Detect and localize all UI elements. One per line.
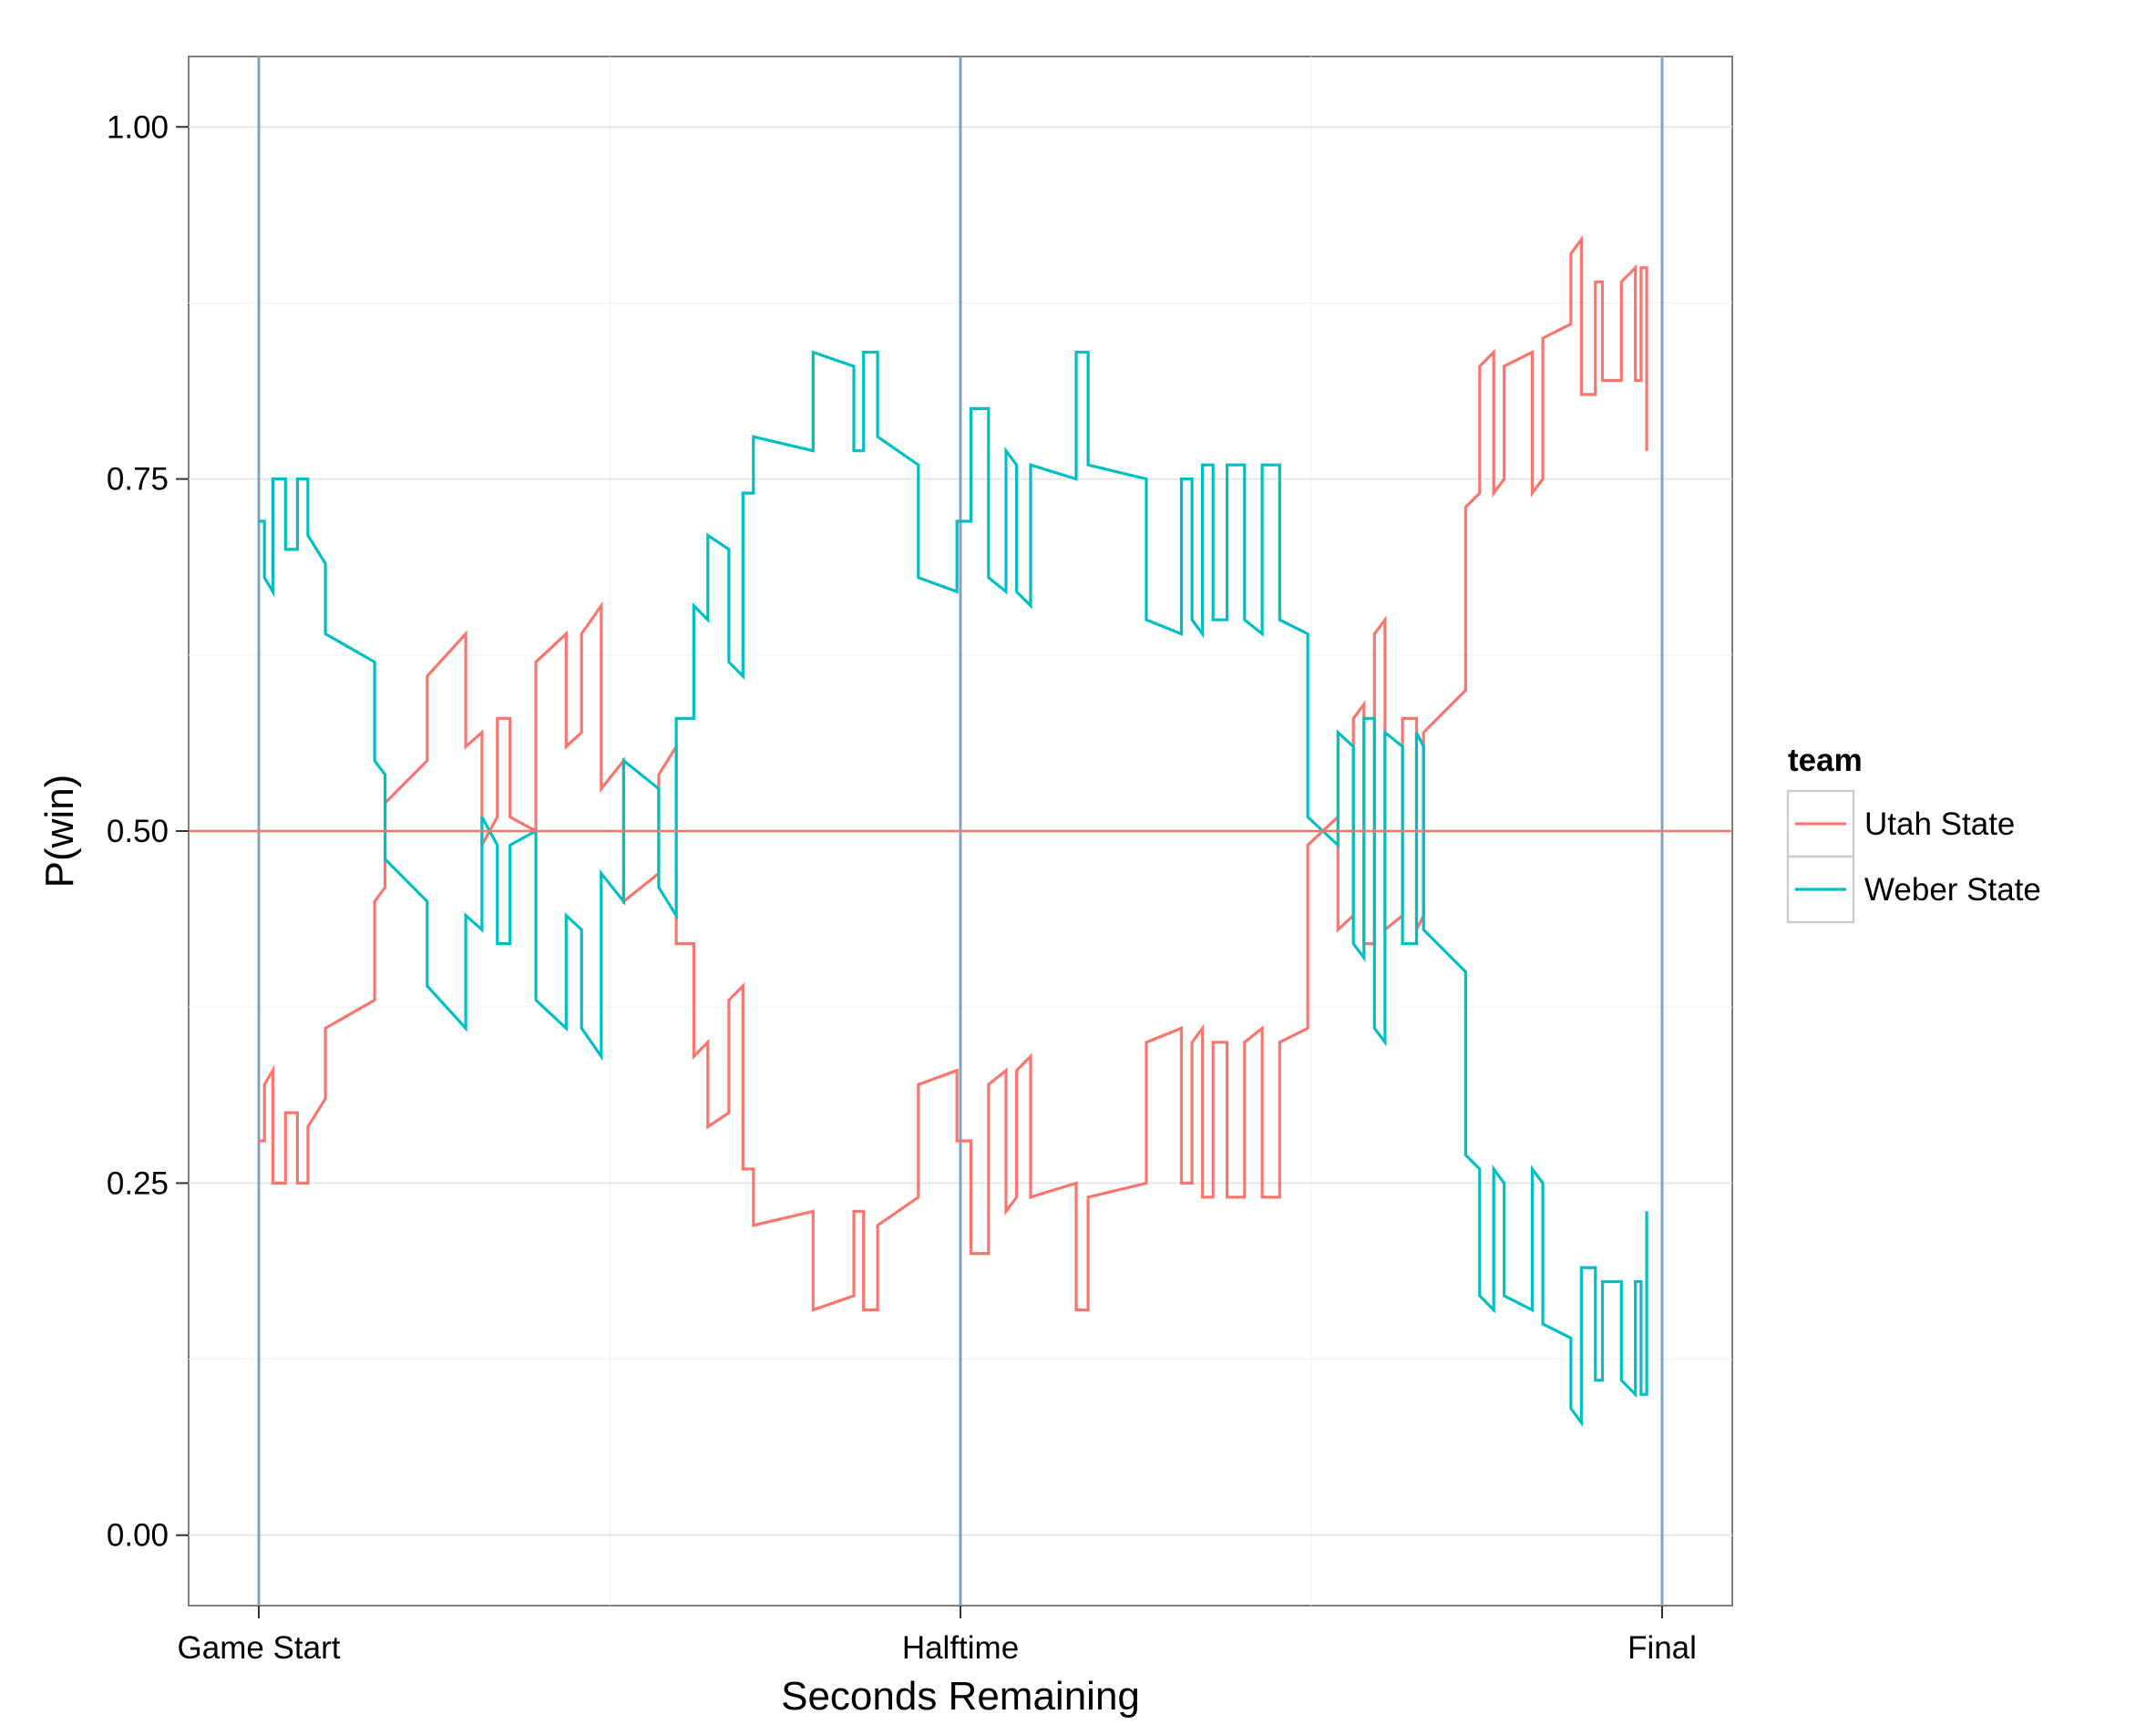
series-line-utah-state — [259, 235, 1648, 1312]
legend-label: Weber State — [1864, 872, 2041, 908]
series-line-weber-state — [259, 350, 1648, 1427]
y-tick-label: 0.25 — [107, 1165, 169, 1201]
y-tick-label: 0.00 — [107, 1518, 169, 1554]
legend: team Utah State Weber State — [1786, 743, 2041, 924]
y-axis-title: P(win) — [37, 775, 82, 888]
legend-label: Utah State — [1864, 806, 2015, 842]
x-tick-label: Halftime — [902, 1630, 1019, 1666]
x-tick-label: Game Start — [178, 1630, 341, 1666]
y-tick-label: 1.00 — [107, 109, 169, 145]
x-axis: Game Start Halftime Final — [178, 1606, 1697, 1666]
y-tick-label: 0.75 — [107, 462, 169, 498]
x-axis-title: Seconds Remaining — [781, 1674, 1140, 1719]
x-tick-label: Final — [1627, 1630, 1697, 1666]
y-axis: 0.00 0.25 0.50 0.75 1.00 — [107, 109, 189, 1554]
legend-title: team — [1788, 743, 1863, 778]
y-tick-label: 0.50 — [107, 814, 169, 849]
series-lines — [259, 235, 1648, 1427]
